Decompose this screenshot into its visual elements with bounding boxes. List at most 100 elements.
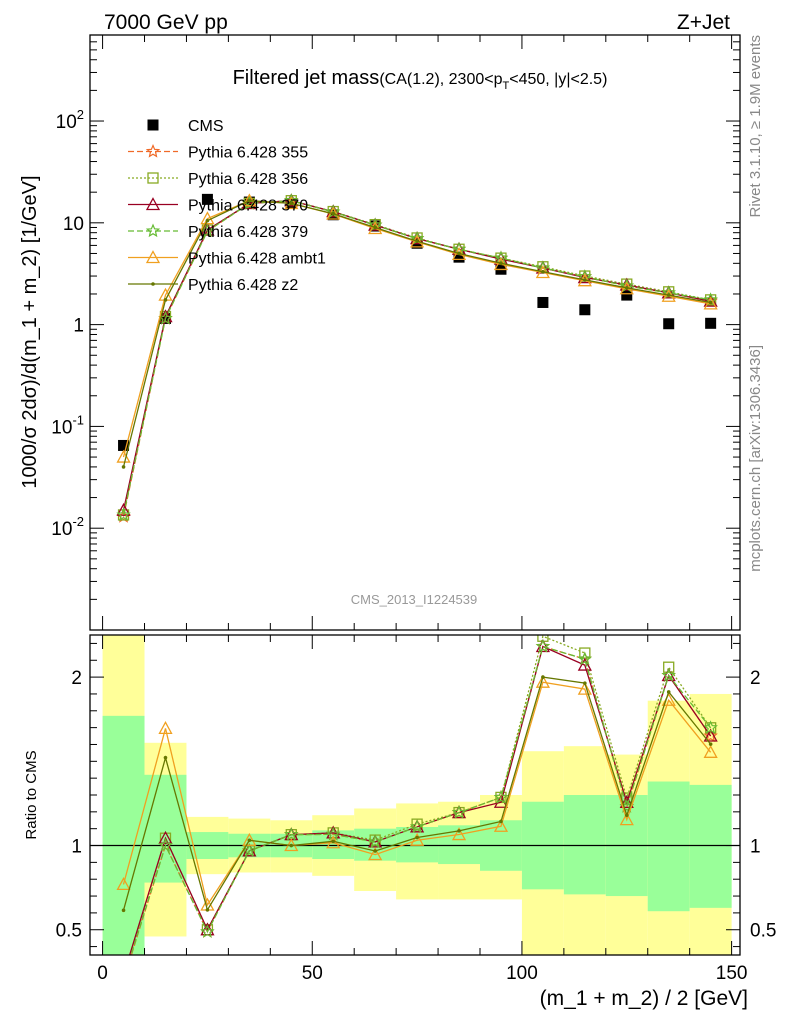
main-title: Filtered jet mass(CA(1.2), 2300<pT<450, … bbox=[233, 67, 608, 92]
ratio-line bbox=[122, 681, 712, 907]
data-point bbox=[201, 193, 213, 205]
ratio-point bbox=[451, 805, 467, 819]
x-tick-label: 50 bbox=[302, 963, 323, 984]
legend-entry: Pythia 6.428 379 bbox=[128, 223, 308, 241]
data-point bbox=[621, 289, 633, 301]
data-point bbox=[410, 234, 425, 248]
ratio-y-tick-label: 0.5 bbox=[56, 921, 82, 942]
data-point bbox=[116, 502, 131, 516]
ratio-point bbox=[410, 819, 425, 833]
y-tick-label: 10-2 bbox=[51, 514, 84, 540]
ratio-y-tick-label: 2 bbox=[71, 668, 82, 689]
data-point bbox=[663, 318, 675, 330]
ratio-y-tick-label-right: 1 bbox=[750, 837, 761, 858]
data-point bbox=[624, 285, 629, 290]
ratio-y-tick-label-right: 2 bbox=[750, 668, 761, 689]
main-frame bbox=[89, 34, 741, 631]
legend-label: Pythia 6.428 355 bbox=[188, 145, 308, 162]
legend-marker bbox=[145, 197, 161, 211]
legend-label: Pythia 6.428 370 bbox=[188, 198, 308, 215]
ratio-point bbox=[331, 839, 336, 844]
data-point bbox=[666, 293, 671, 297]
title-sub-tail: <450, |y|<2.5) bbox=[509, 71, 607, 88]
ratio-point bbox=[666, 690, 671, 694]
ratio-point bbox=[661, 667, 676, 682]
ratio-point bbox=[708, 742, 713, 746]
ratio-point bbox=[415, 835, 419, 840]
ratio-point bbox=[663, 661, 675, 673]
data-point bbox=[289, 201, 294, 206]
title-sub-index: T bbox=[503, 80, 510, 92]
data-point bbox=[579, 304, 591, 316]
uncertainty-band-inner bbox=[563, 795, 606, 895]
ratio-point bbox=[535, 638, 551, 653]
ratio-point bbox=[368, 847, 383, 861]
legend-marker bbox=[151, 282, 155, 286]
data-point bbox=[373, 225, 377, 230]
ratio-point bbox=[535, 639, 550, 653]
ratio-point bbox=[661, 668, 676, 682]
ratio-series-pythia-6-428-z2 bbox=[121, 675, 713, 913]
ratio-point bbox=[451, 827, 467, 841]
ratio-point bbox=[703, 728, 718, 742]
ratio-point bbox=[200, 924, 215, 938]
series-line bbox=[122, 200, 711, 516]
data-point bbox=[368, 217, 383, 231]
data-point bbox=[541, 270, 545, 274]
data-point bbox=[326, 204, 341, 218]
ratio-point bbox=[158, 830, 173, 844]
legend-marker bbox=[145, 250, 161, 264]
ratio-point bbox=[577, 657, 592, 671]
data-point bbox=[415, 239, 419, 243]
x-tick-label: 100 bbox=[506, 963, 538, 984]
data-point bbox=[163, 298, 168, 302]
ratio-point bbox=[158, 721, 173, 735]
ratio-point bbox=[247, 838, 252, 843]
ratio-point bbox=[493, 789, 509, 804]
ratio-point bbox=[373, 849, 377, 853]
ratio-point bbox=[205, 908, 210, 912]
legend-marker bbox=[145, 143, 161, 158]
x-axis-label: (m_1 + m_2) / 2 [GeV] bbox=[540, 987, 748, 1010]
title-sub: (CA(1.2), 2300<p bbox=[379, 71, 502, 88]
ratio-point bbox=[409, 819, 425, 833]
ratio-point bbox=[703, 728, 718, 743]
legend-label: Pythia 6.428 z2 bbox=[188, 277, 298, 294]
data-point bbox=[200, 211, 215, 225]
ratio-point bbox=[451, 805, 467, 819]
data-point bbox=[708, 300, 713, 305]
ratio-point bbox=[116, 877, 131, 891]
uncertainty-band-inner bbox=[647, 781, 690, 912]
data-point bbox=[331, 211, 336, 216]
data-point bbox=[116, 507, 131, 522]
ratio-point bbox=[583, 681, 587, 685]
legend-entry: Pythia 6.428 356 bbox=[128, 171, 308, 188]
uncertainty-band-inner bbox=[144, 774, 187, 883]
uncertainty-band-inner bbox=[102, 715, 145, 955]
data-point bbox=[453, 251, 465, 263]
uncertainty-band-inner bbox=[689, 784, 732, 908]
legend-label: Pythia 6.428 356 bbox=[188, 171, 308, 188]
legend-entry: Pythia 6.428 355 bbox=[128, 143, 308, 162]
rivet-version: Rivet 3.1.10, ≥ 1.9M events bbox=[747, 35, 764, 218]
analysis-id: CMS_2013_I1224539 bbox=[351, 592, 478, 607]
ratio-panel: 0.5 0.5 1 1 2 2 0 50 100 150 Ratio to CMS (m_1 + … bbox=[23, 634, 776, 1010]
legend-entry: Pythia 6.428 z2 bbox=[128, 277, 298, 294]
ratio-series-layer bbox=[116, 635, 718, 955]
y-tick-label: 102 bbox=[56, 107, 84, 133]
data-point bbox=[703, 296, 718, 310]
legend-marker bbox=[147, 119, 159, 131]
ratio-point bbox=[577, 681, 592, 695]
series-pythia-6-428-z2 bbox=[121, 198, 713, 469]
main-panel: 10-2 10-1 1 10 102 Filtered jet mass(CA(1.2)… bbox=[19, 34, 741, 631]
title-main: Filtered jet mass bbox=[233, 67, 380, 89]
legend-entry: CMS bbox=[147, 118, 224, 135]
ratio-ylabel: Ratio to CMS bbox=[23, 750, 40, 839]
data-point bbox=[583, 278, 587, 282]
ratio-point bbox=[457, 829, 461, 833]
legend-entry: Pythia 6.428 ambt1 bbox=[128, 250, 326, 268]
main-series-layer bbox=[116, 193, 718, 523]
data-point bbox=[705, 317, 717, 329]
y-tick-label: 1 bbox=[73, 316, 84, 337]
ratio-point bbox=[703, 744, 718, 758]
